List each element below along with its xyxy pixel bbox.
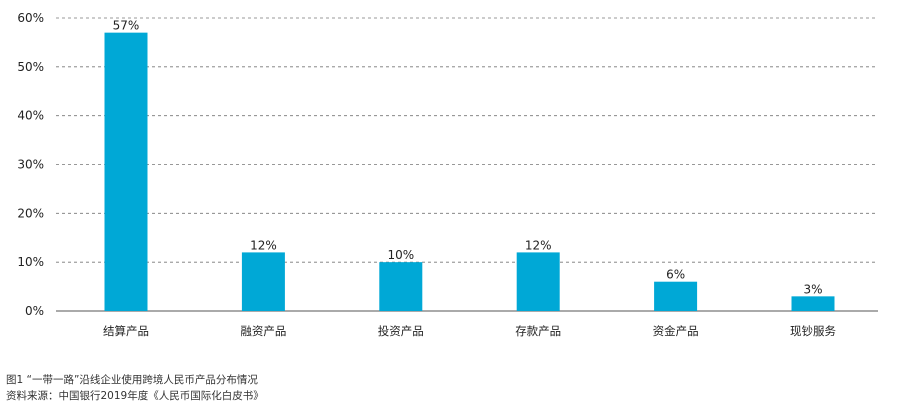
x-tick-label: 投资产品 [378,324,424,338]
y-tick-label: 10% [17,255,44,269]
y-tick-label: 30% [17,158,44,172]
data-label: 3% [803,282,822,296]
bar-chart: 0% 10% 20% 30% 40% 50% 60% 57% 结算产品 12% 融资产品 10% 投资产… [17,11,878,338]
y-tick-label: 40% [17,109,44,123]
bar [516,252,560,311]
source-note: 资料来源：中国银行2019年度《人民币国际化白皮书》 [6,390,264,402]
y-tick-label: 0% [25,304,44,318]
data-label: 12% [250,238,277,252]
bar [241,252,285,311]
y-tick-label: 20% [17,206,44,220]
x-tick-label: 存款产品 [515,324,561,338]
x-tick-label: 融资产品 [240,324,286,338]
data-label: 6% [666,268,685,282]
y-tick-label: 50% [17,60,44,74]
x-tick-label: 现钞服务 [790,324,836,338]
data-label: 12% [525,238,552,252]
x-tick-label: 资金产品 [653,324,699,338]
y-tick-label: 60% [17,11,44,25]
bar [104,32,148,312]
bar [791,296,835,311]
bar [379,262,423,311]
data-label: 10% [387,248,414,262]
figure-caption: 图1 “一带一路”沿线企业使用跨境人民币产品分布情况 [6,374,258,386]
bar [654,281,698,311]
data-label: 57% [113,19,140,33]
x-tick-label: 结算产品 [103,324,149,338]
